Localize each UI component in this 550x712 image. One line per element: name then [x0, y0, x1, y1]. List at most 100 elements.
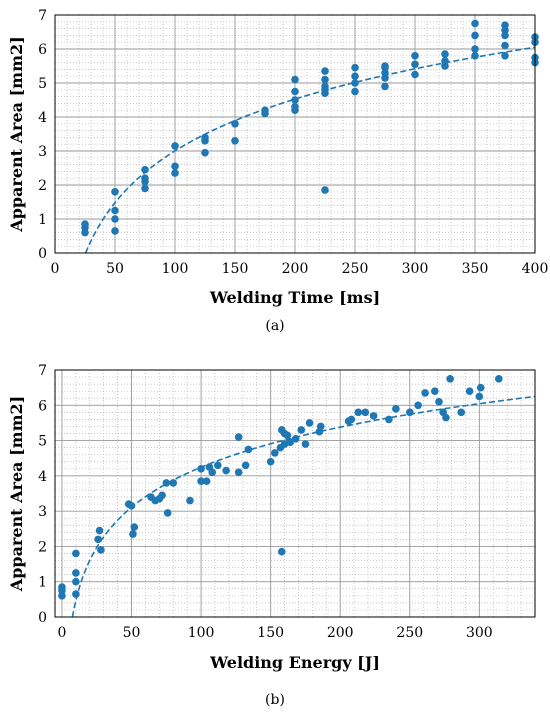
plot-area: [55, 370, 535, 617]
data-point: [72, 577, 80, 586]
data-point: [95, 526, 104, 535]
chart-panel-b: 0 50 100 150 200 250 300 0 1 2 3 4 5 6 7 Welding Energy…: [7, 363, 536, 672]
data-point: [231, 120, 239, 128]
data-point: [266, 457, 275, 466]
data-point: [381, 82, 389, 91]
data-point: [163, 509, 172, 517]
data-point: [111, 215, 119, 223]
data-point: [351, 63, 359, 72]
data-point: [471, 19, 479, 28]
x-tick-label: 350: [462, 261, 489, 277]
data-point: [127, 502, 136, 510]
data-point: [171, 169, 179, 177]
axes-frame: [54, 369, 536, 618]
data-point: [141, 184, 149, 193]
data-point: [457, 408, 466, 417]
data-point: [305, 419, 314, 427]
y-tick-label: 4: [38, 469, 47, 485]
data-point: [213, 461, 222, 470]
data-point: [162, 479, 171, 487]
x-tick-label: 150: [257, 625, 284, 641]
x-tick-label: 250: [342, 261, 369, 277]
data-point: [291, 96, 299, 104]
data-point: [283, 431, 292, 440]
data-point: [231, 137, 239, 145]
data-point: [351, 72, 359, 80]
data-point: [414, 401, 422, 410]
y-tick-label: 6: [38, 42, 47, 58]
data-point: [431, 387, 439, 395]
data-point: [291, 435, 300, 443]
data-point: [97, 546, 105, 554]
data-point: [465, 387, 474, 395]
y-tick-label: 2: [38, 539, 47, 555]
data-point: [197, 477, 205, 485]
data-point: [202, 477, 211, 485]
data-point: [171, 162, 179, 171]
data-point: [201, 133, 209, 142]
data-point: [441, 57, 449, 65]
x-tick-label: 200: [282, 261, 309, 277]
data-point: [141, 165, 149, 174]
data-point: [141, 174, 149, 182]
data-point: [111, 206, 119, 215]
y-tick-label: 5: [38, 76, 47, 92]
data-point: [171, 142, 179, 150]
data-point: [316, 422, 325, 431]
data-point: [347, 415, 356, 424]
data-point: [291, 75, 299, 84]
data-point: [286, 438, 294, 447]
data-point: [201, 148, 209, 157]
data-point: [321, 186, 329, 194]
data-point: [244, 445, 253, 454]
x-tick-label: 250: [396, 625, 423, 641]
data-point: [392, 405, 400, 413]
data-point: [501, 41, 509, 50]
data-point: [321, 82, 329, 91]
x-tick-label: 400: [522, 261, 549, 277]
data-point: [81, 220, 89, 228]
data-point: [441, 50, 449, 58]
x-tick-label: 0: [51, 261, 60, 277]
y-axis-label: Apparent Area [mm2]: [7, 36, 26, 232]
y-tick-label: 4: [38, 110, 47, 126]
data-point: [501, 21, 509, 30]
x-tick-label: 150: [222, 261, 249, 277]
data-point: [261, 106, 269, 114]
x-tick-label: 50: [106, 261, 124, 277]
data-point: [271, 449, 279, 457]
data-point: [58, 592, 66, 600]
y-tick-label: 7: [38, 8, 47, 24]
y-tick-label: 1: [38, 575, 47, 591]
panel-label-a: (a): [265, 318, 284, 334]
data-point: [421, 389, 429, 397]
x-axis-label: Welding Time [ms]: [209, 288, 380, 307]
x-axis-label: Welding Energy [J]: [209, 653, 380, 672]
data-point: [361, 408, 370, 417]
data-point: [72, 590, 80, 598]
data-points: [81, 19, 539, 237]
data-point: [354, 408, 363, 417]
y-tick-label: 0: [38, 246, 47, 262]
data-point: [197, 465, 205, 473]
data-point: [411, 52, 419, 60]
panel-label-b: (b): [265, 692, 285, 708]
data-point: [369, 412, 378, 420]
y-tick-label: 7: [38, 363, 47, 379]
data-point: [471, 45, 479, 53]
y-tick-label: 3: [38, 144, 47, 160]
y-tick-label: 2: [38, 178, 47, 194]
data-point: [291, 103, 299, 111]
data-point: [72, 549, 80, 558]
data-point: [385, 415, 393, 424]
x-tick-label: 50: [123, 625, 141, 641]
data-point: [411, 60, 419, 69]
data-point: [277, 547, 286, 556]
data-point: [297, 426, 306, 434]
data-point: [435, 397, 443, 406]
chart-panel-a: 0 50 100 150 200 250 300 350 400 0 1 2 3 4 5 6 7 Welding …: [7, 8, 548, 307]
y-axis-label: Apparent Area [mm2]: [7, 396, 26, 592]
data-point: [411, 70, 419, 79]
data-point: [442, 413, 450, 422]
